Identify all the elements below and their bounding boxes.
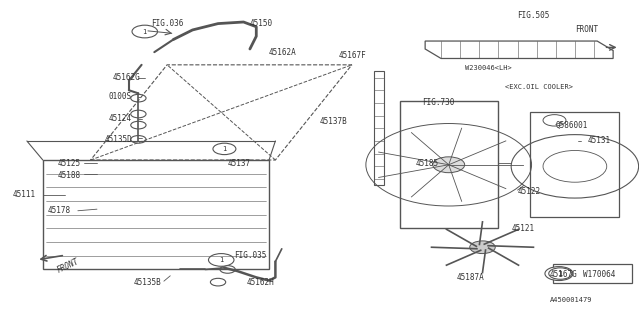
Text: 45150: 45150 [250,19,273,28]
Text: 45137: 45137 [228,159,251,168]
Text: 0100S: 0100S [108,92,132,101]
Text: FIG.505: FIG.505 [518,11,550,20]
Text: FIG.730: FIG.730 [422,99,454,108]
Circle shape [433,157,465,173]
Text: 45137B: 45137B [320,117,348,126]
Text: 45187A: 45187A [457,273,484,282]
Text: 45162G: 45162G [113,73,141,82]
Text: 45121: 45121 [511,224,534,233]
Circle shape [548,268,572,279]
Text: A450001479: A450001479 [549,297,592,303]
Text: 45167G: 45167G [549,270,577,279]
Text: 45122: 45122 [518,187,541,196]
Text: 1: 1 [143,28,147,35]
Text: 45131: 45131 [588,136,611,146]
Text: <EXC.OIL COOLER>: <EXC.OIL COOLER> [505,84,573,90]
Circle shape [213,143,236,155]
Text: FIG.035: FIG.035 [234,251,266,260]
Text: 45162A: 45162A [269,48,297,57]
Text: 45135B: 45135B [134,278,162,287]
Text: 1: 1 [558,271,563,276]
Text: 45188: 45188 [58,172,81,180]
Text: 45125: 45125 [58,159,81,168]
Text: W230046<LH>: W230046<LH> [465,65,512,71]
Text: 1: 1 [557,271,561,276]
Text: 45111: 45111 [13,190,36,199]
Text: 1: 1 [222,146,227,152]
Text: 45124: 45124 [108,114,132,123]
Text: 45178: 45178 [47,206,70,215]
Text: 45167F: 45167F [339,51,367,60]
Circle shape [132,25,157,38]
Circle shape [470,241,495,253]
Text: FRONT: FRONT [575,25,598,35]
FancyBboxPatch shape [552,264,632,283]
Text: 45135D: 45135D [104,135,132,144]
Text: W170064: W170064 [582,270,615,279]
Text: 45185: 45185 [415,159,438,168]
Text: Q586001: Q586001 [556,121,588,130]
Text: 1: 1 [219,257,223,263]
Text: 45162H: 45162H [246,278,275,287]
Circle shape [545,267,573,281]
Text: FRONT: FRONT [56,257,80,275]
Text: FIG.036: FIG.036 [151,19,184,28]
Circle shape [209,253,234,266]
